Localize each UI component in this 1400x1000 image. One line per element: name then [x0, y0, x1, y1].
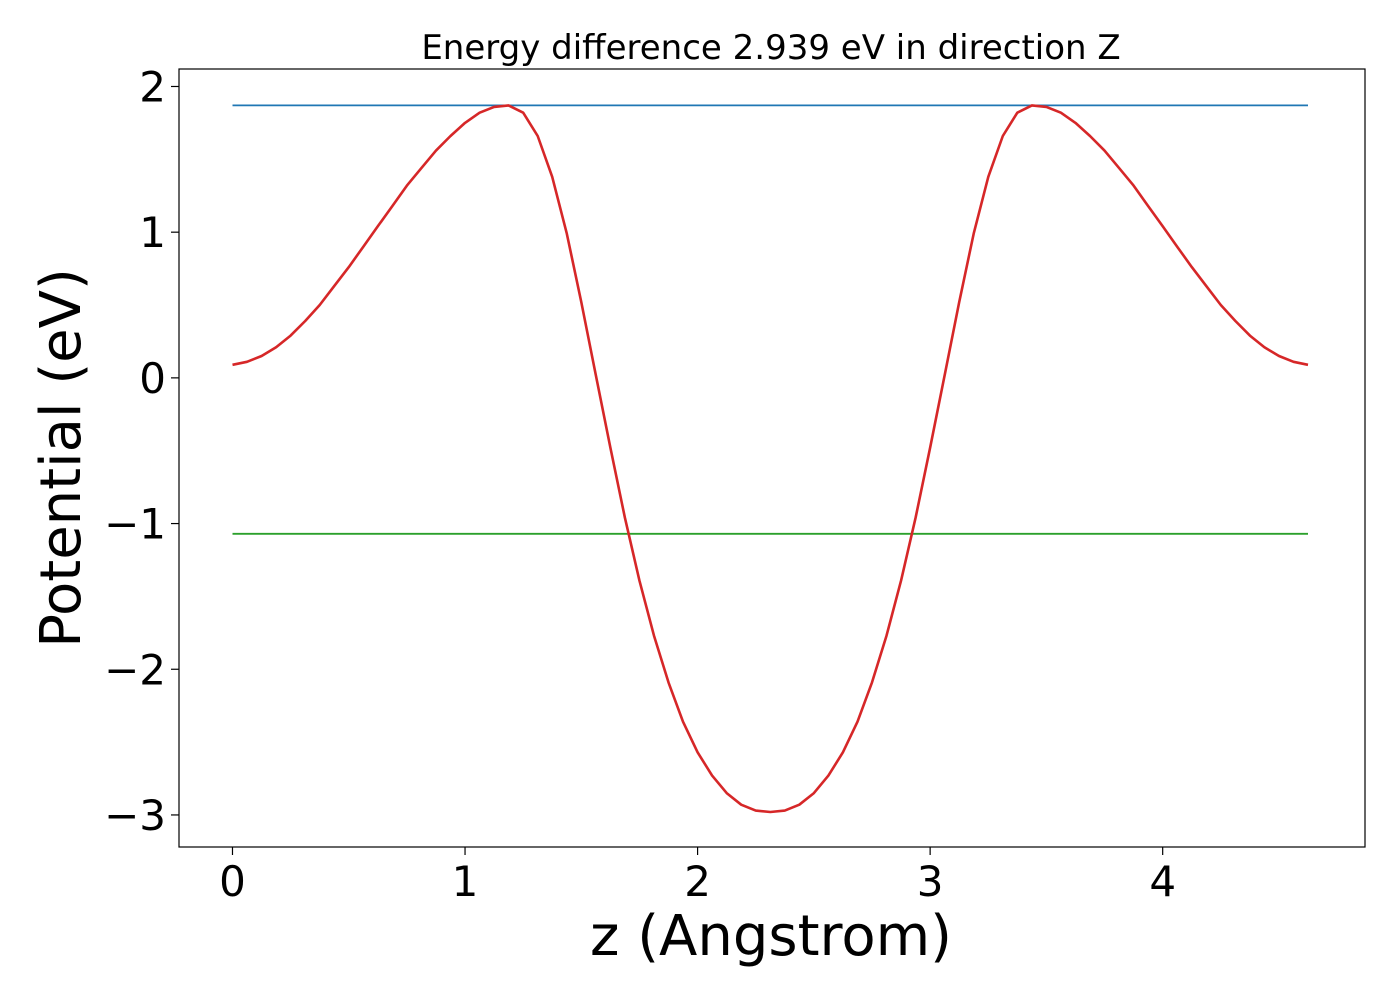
- plot-frame: [178, 68, 1366, 848]
- x-axis-title: z (Angstrom): [590, 904, 952, 969]
- y-tick-label: −1: [104, 500, 166, 549]
- x-tick-label: 0: [219, 857, 246, 906]
- y-tick-label: 2: [139, 62, 166, 111]
- x-tick-label: 4: [1149, 857, 1176, 906]
- x-axis: 0 1 2 3 4: [219, 847, 1176, 906]
- potential-curve: [232, 104, 1309, 814]
- y-tick-label: 1: [139, 208, 166, 257]
- y-axis-title: Potential (eV): [29, 268, 94, 648]
- y-tick-label: 0: [139, 354, 166, 403]
- series-layer: [232, 104, 1309, 814]
- x-tick-label: 1: [452, 857, 479, 906]
- y-axis: 2 1 0 −1 −2 −3: [104, 62, 179, 840]
- y-tick-label: −2: [104, 645, 166, 694]
- x-tick-label: 2: [684, 857, 711, 906]
- x-tick-label: 3: [917, 857, 944, 906]
- plot-area: [178, 68, 1366, 848]
- y-tick-label: −3: [104, 791, 166, 840]
- chart-title: Energy difference 2.939 eV in direction …: [421, 28, 1120, 68]
